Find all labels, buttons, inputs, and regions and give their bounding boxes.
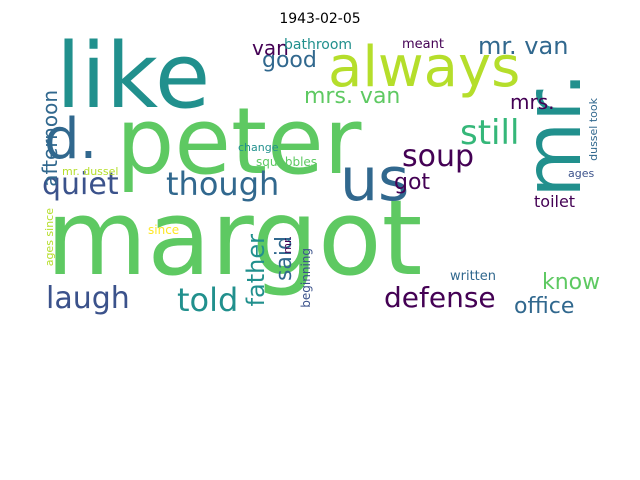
word-got: got	[394, 170, 431, 195]
word-ages-since: ages since	[43, 208, 56, 267]
word-dussel-took: dussel took	[587, 98, 600, 161]
word-quiet: quiet	[42, 167, 119, 202]
word-us: us	[340, 145, 410, 215]
word-still: still	[460, 113, 520, 153]
word-always: always	[328, 38, 521, 100]
word-mrs-van: mrs. van	[304, 84, 401, 109]
word-margot: margot	[46, 177, 423, 299]
word-change: change	[238, 141, 279, 154]
word-bathroom: bathroom	[284, 38, 353, 53]
word-meant: meant	[402, 38, 444, 52]
word-written: written	[450, 269, 497, 284]
word-soup: soup	[402, 139, 475, 174]
word-d: d.	[44, 107, 98, 172]
word-though: though	[166, 165, 280, 203]
word-van: van	[252, 38, 289, 60]
word-toilet: toilet	[534, 192, 576, 211]
word-afternoon: afternoon	[40, 90, 62, 187]
word-beginning: beginning	[299, 248, 313, 308]
word-mr-van: mr. van	[478, 38, 569, 60]
word-like: like	[56, 38, 211, 129]
word-mr-dussel: mr. dussel	[62, 165, 119, 178]
word-since: since	[148, 223, 180, 237]
word-know: know	[542, 270, 600, 295]
word-squabbles: squabbles	[256, 155, 318, 169]
page-title: 1943-02-05	[279, 11, 361, 27]
word-ages: ages	[568, 167, 595, 180]
word-mrs: mrs.	[510, 90, 555, 114]
word-peter: peter	[116, 88, 362, 195]
word-told: told	[177, 281, 239, 319]
word-office: office	[514, 294, 575, 319]
word-defense: defense	[384, 281, 496, 314]
word-cloud: margot peter like always mr. us d. quiet…	[40, 38, 600, 320]
word-mr-small: mr.	[281, 236, 294, 254]
word-laugh: laugh	[46, 281, 130, 316]
word-good: good	[262, 48, 317, 73]
word-father: father	[242, 234, 270, 307]
